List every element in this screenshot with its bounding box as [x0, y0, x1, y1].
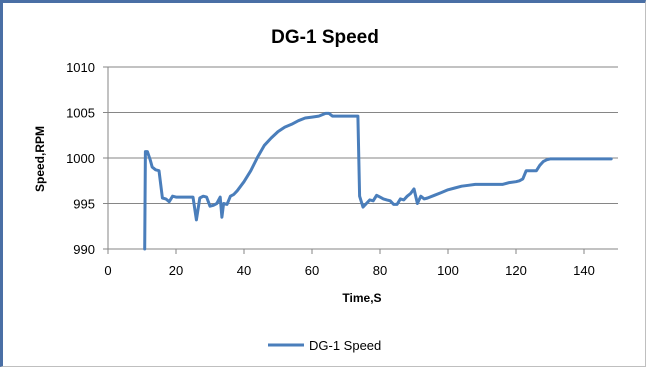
legend-label: DG-1 Speed — [309, 338, 381, 353]
x-tick-label: 80 — [373, 263, 387, 278]
series-line-dg-1-speed — [143, 111, 613, 251]
x-tick-labels: 0 20 40 60 80 100 120 140 — [104, 263, 594, 278]
y-tick-label: 995 — [73, 197, 95, 212]
gridlines — [108, 66, 618, 204]
y-tick-label: 1005 — [66, 106, 95, 121]
series-group — [143, 111, 613, 251]
x-axis-title: Time,S — [342, 291, 381, 305]
y-tick-labels: 990 995 1000 1005 1010 — [66, 60, 95, 257]
x-tick-label: 0 — [104, 263, 111, 278]
x-tick-label: 100 — [437, 263, 459, 278]
x-tick-label: 20 — [169, 263, 183, 278]
legend: DG-1 Speed — [268, 338, 381, 353]
x-tick-label: 40 — [237, 263, 251, 278]
x-tick-label: 120 — [505, 263, 527, 278]
y-tick-label: 1010 — [66, 60, 95, 75]
y-axis-title: Speed,RPM — [33, 126, 47, 192]
y-tick-label: 1000 — [66, 151, 95, 166]
y-tick-label: 990 — [73, 242, 95, 257]
x-tick-label: 60 — [305, 263, 319, 278]
chart-title: DG-1 Speed — [271, 27, 379, 48]
axes — [103, 66, 618, 254]
x-tick-label: 140 — [573, 263, 595, 278]
